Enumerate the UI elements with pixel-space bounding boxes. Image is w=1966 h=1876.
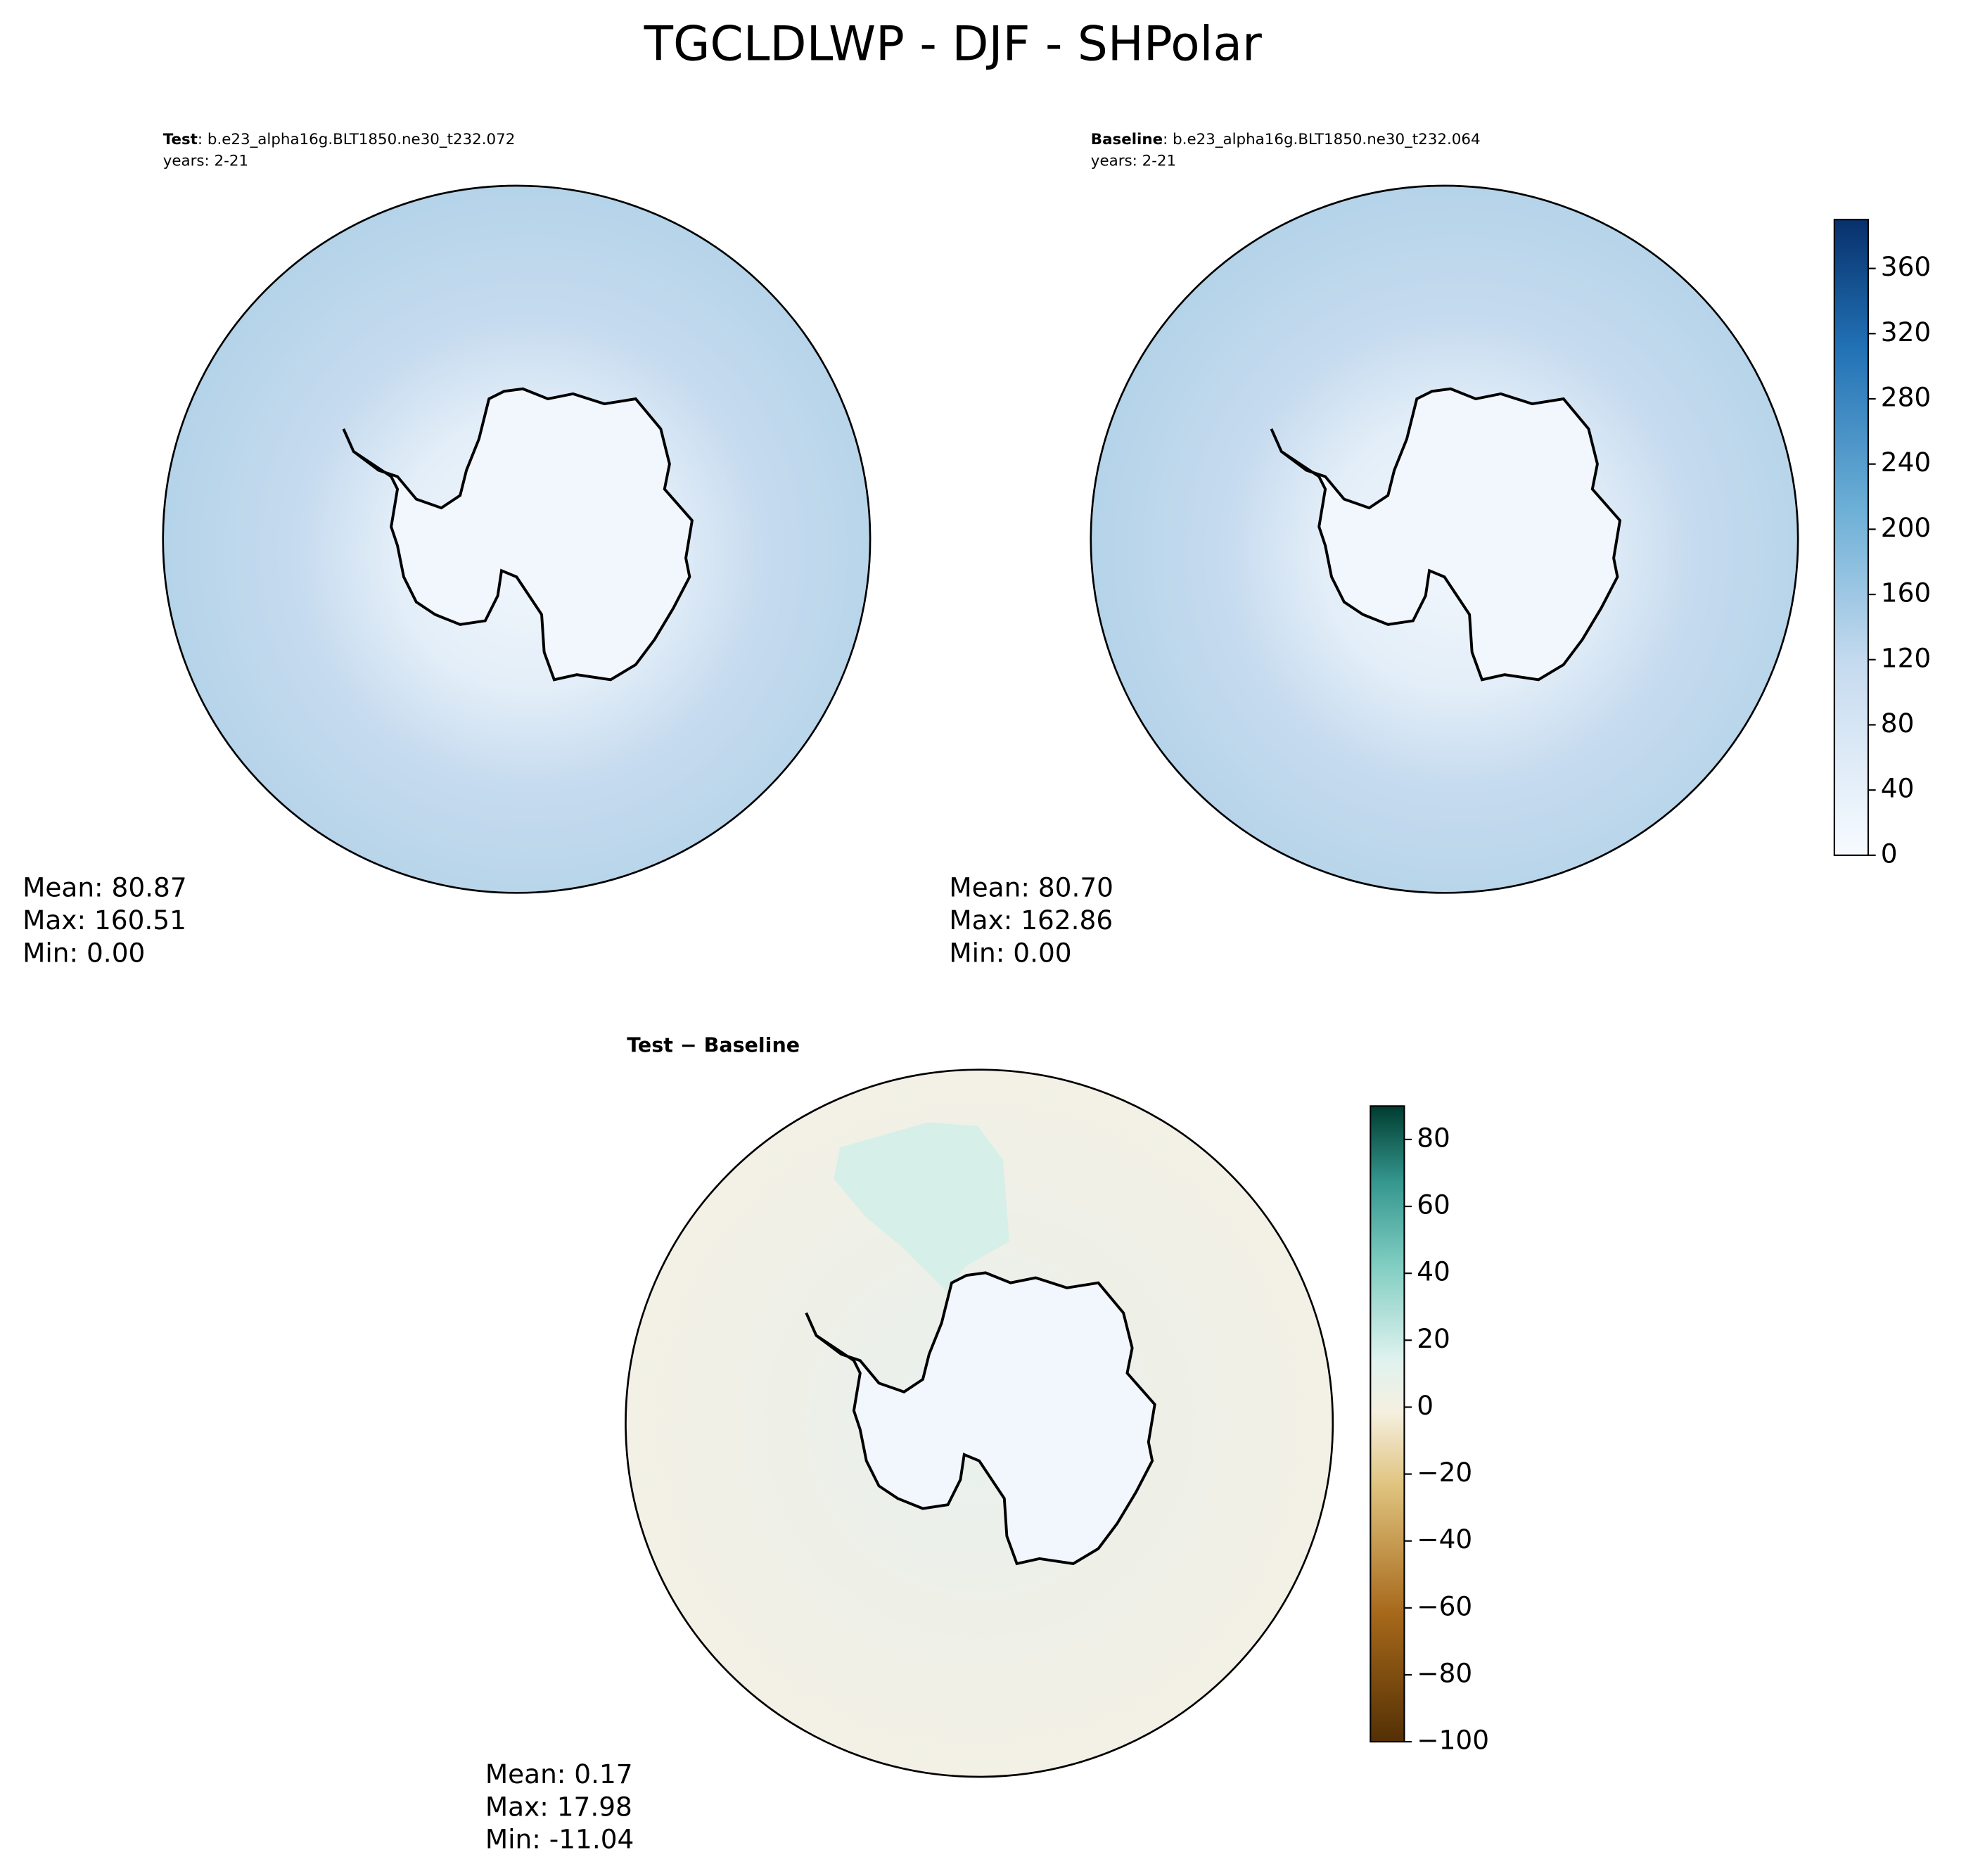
- stat-max: Max: 17.98: [485, 1791, 632, 1822]
- tick-label: 60: [1417, 1189, 1450, 1220]
- stat-max: Max: 162.86: [949, 905, 1113, 936]
- case-name: : b.e23_alpha16g.BLT1850.ne30_t232.064: [1163, 131, 1480, 148]
- tick-label: −100: [1417, 1725, 1489, 1756]
- panel-label: Baseline: [1091, 131, 1163, 148]
- map: [1090, 184, 1799, 894]
- tick-label: 80: [1881, 708, 1915, 739]
- tick-label: 120: [1881, 642, 1931, 673]
- tick-label: 40: [1417, 1256, 1450, 1287]
- case-name: : b.e23_alpha16g.BLT1850.ne30_t232.072: [198, 131, 515, 148]
- tick-label: 160: [1881, 578, 1931, 608]
- colorbar: [1370, 1105, 1405, 1743]
- map-region: [834, 1122, 1009, 1292]
- figure-title: TGCLDLWP - DJF - SHPolar: [644, 16, 1262, 72]
- stat-min: Min: -11.04: [485, 1824, 634, 1855]
- stat-mean: Mean: 80.87: [23, 872, 187, 903]
- map: [162, 184, 872, 894]
- tick-label: 320: [1881, 317, 1931, 347]
- stat-min: Min: 0.00: [949, 937, 1071, 968]
- tick-label: 40: [1881, 773, 1915, 804]
- tick-label: −80: [1417, 1657, 1472, 1688]
- tick-label: 280: [1881, 382, 1931, 413]
- years: years: 2-21: [1091, 152, 1176, 170]
- colorbar: [1833, 219, 1870, 856]
- panel-header: Baseline: b.e23_alpha16g.BLT1850.ne30_t2…: [1091, 131, 1481, 148]
- tick-label: 360: [1881, 251, 1931, 282]
- tick-label: 0: [1881, 838, 1898, 869]
- tick-label: 0: [1417, 1390, 1434, 1421]
- panel-label: Test: [163, 131, 198, 148]
- stat-min: Min: 0.00: [23, 937, 145, 968]
- stat-mean: Mean: 0.17: [485, 1759, 633, 1789]
- panel-label: Test − Baseline: [627, 1034, 800, 1057]
- stat-max: Max: 160.51: [23, 905, 186, 936]
- tick-label: −20: [1417, 1457, 1472, 1488]
- panel-header: Test: b.e23_alpha16g.BLT1850.ne30_t232.0…: [163, 131, 516, 148]
- stat-mean: Mean: 80.70: [949, 872, 1113, 903]
- years: years: 2-21: [163, 152, 248, 170]
- tick-label: 20: [1417, 1323, 1450, 1354]
- map: [625, 1068, 1334, 1778]
- tick-label: −40: [1417, 1524, 1472, 1555]
- tick-label: 240: [1881, 447, 1931, 478]
- tick-label: −60: [1417, 1590, 1472, 1621]
- tick-label: 80: [1417, 1122, 1450, 1153]
- tick-label: 200: [1881, 512, 1931, 543]
